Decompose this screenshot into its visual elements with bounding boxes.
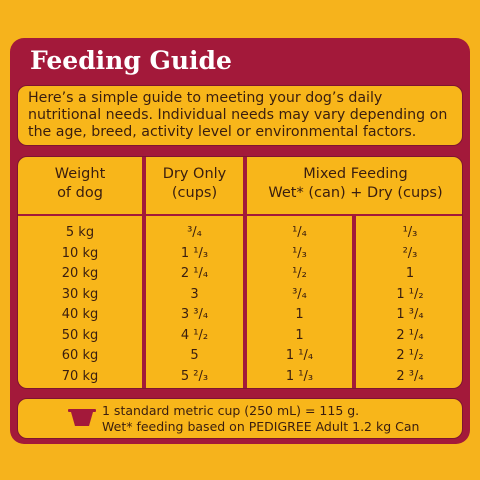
column-divider-3 <box>352 214 356 388</box>
cell-weight: 50 kg <box>61 327 99 343</box>
column-weight: 5 kg 10 kg 20 kg 30 kg 40 kg 50 kg 60 kg 70 kg <box>18 223 142 387</box>
cell-weight: 10 kg <box>61 245 99 261</box>
cell-wet: ¹/₄ <box>292 225 307 240</box>
cell-weight: 70 kg <box>61 368 99 384</box>
cell-dry: 5 ²/₃ <box>180 368 209 384</box>
feeding-table: Weight of dog Dry Only (cups) Mixed Feed… <box>17 156 463 389</box>
cell-weight: 20 kg <box>61 266 99 281</box>
page-title: Feeding Guide <box>30 46 232 75</box>
column-dry-only: ³/₄ 1 ¹/₃ 2 ¹/₄ 3 3 ³/₄ 4 ¹/₂ 5 5 ²/₃ <box>146 223 243 387</box>
cup-conversion-text: 1 standard metric cup (250 mL) = 115 g. <box>102 403 360 418</box>
cell-dry: ³/₄ <box>187 225 202 240</box>
column-wet: ¹/₄ ¹/₃ ¹/₂ ³/₄ 1 1 1 ¹/₄ 1 ¹/₃ <box>247 223 352 387</box>
cell-wet: 1 <box>295 327 304 343</box>
cell-weight: 60 kg <box>61 348 99 363</box>
wet-feeding-basis-text: Wet* feeding based on PEDIGREE Adult 1.2… <box>102 419 420 434</box>
header-dry-only: Dry Only (cups) <box>162 166 227 201</box>
cell-mixdry: ¹/₃ <box>402 225 418 240</box>
cell-weight: 40 kg <box>61 307 99 322</box>
cell-wet: ¹/₂ <box>292 266 307 281</box>
header-weight: Weight of dog <box>54 166 106 201</box>
cell-wet: 1 ¹/₄ <box>285 348 314 363</box>
cell-mixdry: 2 ¹/₂ <box>396 348 424 363</box>
cell-dry: 4 ¹/₂ <box>180 327 209 343</box>
cell-dry: 3 <box>190 286 199 302</box>
cell-dry: 1 ¹/₃ <box>180 245 209 261</box>
footer-note: 1 standard metric cup (250 mL) = 115 g. … <box>102 403 419 435</box>
cell-mixdry: 1 ¹/₂ <box>396 286 424 302</box>
intro-text: Here’s a simple guide to meeting your do… <box>28 90 448 140</box>
cell-mixdry: 1 <box>405 266 415 281</box>
cell-dry: 2 ¹/₄ <box>180 266 209 281</box>
cell-mixdry: 2 ¹/₄ <box>396 327 424 343</box>
cell-dry: 5 <box>190 348 199 363</box>
footer-note-box: 1 standard metric cup (250 mL) = 115 g. … <box>17 398 463 439</box>
cell-wet: ¹/₃ <box>292 245 307 261</box>
cell-weight: 5 kg <box>65 225 95 240</box>
intro-box: Here’s a simple guide to meeting your do… <box>17 85 463 146</box>
column-divider-1 <box>142 157 146 388</box>
cell-wet: ³/₄ <box>292 286 307 302</box>
cell-mixdry: 1 ³/₄ <box>396 307 424 322</box>
column-divider-2 <box>243 157 247 388</box>
cell-weight: 30 kg <box>61 286 99 302</box>
cell-wet: 1 ¹/₃ <box>285 368 314 384</box>
column-mixed-dry: ¹/₃ ²/₃ 1 1 ¹/₂ 1 ³/₄ 2 ¹/₄ 2 ¹/₂ 2 ³/₄ <box>356 223 462 387</box>
cell-dry: 3 ³/₄ <box>180 307 209 322</box>
cell-mixdry: 2 ³/₄ <box>396 368 424 384</box>
cell-mixdry: ²/₃ <box>402 245 418 261</box>
bowl-icon <box>68 409 96 426</box>
header-divider <box>18 214 462 216</box>
cell-wet: 1 <box>295 307 304 322</box>
header-mixed-feeding: Mixed Feeding Wet* (can) + Dry (cups) <box>268 166 443 201</box>
